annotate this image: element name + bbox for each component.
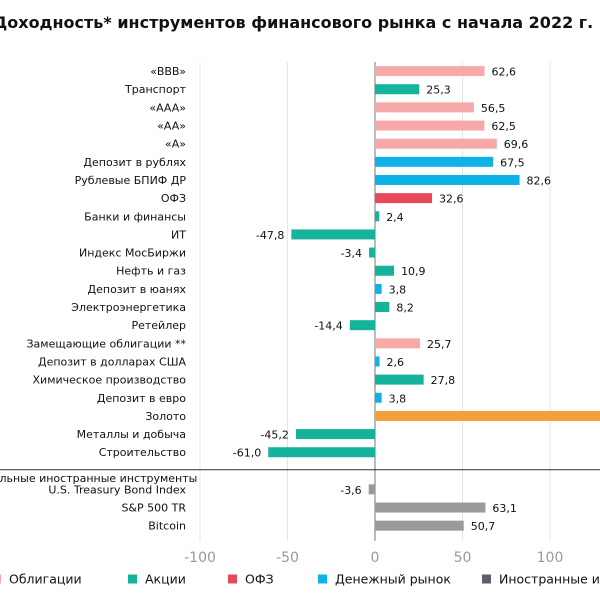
x-tick-label: -50 (276, 550, 299, 566)
category-label: Bitcoin (148, 520, 186, 533)
legend-label: Денежный рынок (335, 572, 451, 587)
category-label: Депозит в евро (97, 392, 186, 405)
category-label: Транспорт (124, 83, 187, 96)
value-label: 62,5 (491, 120, 516, 133)
category-label: ИТ (171, 228, 186, 241)
value-label: 50,7 (471, 520, 496, 533)
value-label: 62,6 (492, 66, 517, 79)
bar (375, 502, 486, 513)
bar (375, 265, 395, 276)
category-label: Депозит в рублях (83, 156, 186, 169)
category-label: Рублевые БПИФ ДР (75, 174, 187, 187)
value-label: 63,1 (492, 502, 517, 515)
x-tick-label: 0 (371, 550, 380, 566)
value-label: -14,4 (314, 320, 342, 333)
category-label: Строительство (99, 446, 187, 459)
legend-label: Акции (145, 572, 186, 587)
value-label: 27,8 (431, 374, 456, 387)
category-label: «AAA» (149, 101, 186, 114)
legend-label: Иностранные инструменты (499, 572, 600, 587)
value-label: -47,8 (256, 229, 284, 242)
bar (375, 520, 464, 531)
bar (291, 229, 375, 240)
legend: Облигации Акции ОФЗ Денежный рынок Иностранн… (0, 572, 600, 587)
value-label: 2,6 (387, 356, 405, 369)
value-label: -45,2 (260, 429, 288, 442)
legend-label: ОФЗ (245, 572, 274, 587)
value-label: 8,2 (396, 302, 414, 315)
value-label: -3,6 (340, 484, 361, 497)
bar (375, 120, 485, 131)
bar (375, 102, 474, 113)
category-label: Электроэнергетика (71, 301, 186, 314)
group-label: Отдельные иностранные инструменты (0, 472, 197, 485)
bar (375, 302, 390, 313)
category-label: Банки и финансы (84, 210, 186, 223)
legend-swatch (318, 574, 327, 584)
legend-swatch (0, 574, 1, 584)
chart-title: Доходность* инструментов финансового рын… (0, 13, 600, 32)
legend-swatch (482, 574, 491, 584)
bar (349, 320, 375, 331)
bar (375, 138, 497, 149)
value-label: 25,3 (426, 84, 451, 97)
bar (375, 66, 485, 77)
category-label: Ретейлер (131, 319, 186, 332)
legend-swatch (128, 574, 137, 584)
value-label: 56,5 (481, 102, 506, 115)
category-label: «BBB» (150, 65, 186, 78)
category-label: Металлы и добыча (77, 428, 186, 441)
value-label: 32,6 (439, 193, 464, 206)
value-label: 25,7 (427, 338, 452, 351)
value-label: 82,6 (527, 174, 552, 187)
value-label: 3,8 (389, 283, 407, 296)
bar (375, 374, 424, 385)
bar (295, 429, 375, 440)
value-label: 67,5 (500, 156, 525, 169)
bar (368, 484, 375, 495)
legend-swatch (228, 574, 237, 584)
value-label: -3,4 (341, 247, 362, 260)
value-label: 2,4 (386, 211, 404, 224)
category-label: Депозит в юанях (88, 283, 187, 296)
value-label: 69,6 (504, 138, 529, 151)
bar (369, 247, 375, 258)
category-label: ОФЗ (161, 192, 186, 205)
bars (268, 66, 600, 531)
bar (375, 156, 494, 167)
category-label: «AA» (157, 120, 186, 133)
x-tick-label: -100 (184, 550, 216, 566)
value-label: 3,8 (389, 392, 407, 405)
bar (375, 392, 382, 403)
x-tick-label: 100 (537, 550, 564, 566)
value-label: -61,0 (233, 447, 261, 460)
category-label: Индекс МосБиржи (79, 247, 186, 260)
bar (375, 193, 433, 204)
bar (375, 84, 420, 95)
value-label: 10,9 (401, 265, 426, 278)
bar (375, 356, 380, 367)
category-label: Нефть и газ (116, 265, 186, 278)
category-labels: Отдельные иностранные инструменты «BBB» Тр… (0, 65, 197, 533)
x-tick-label: 50 (454, 550, 472, 566)
bar (268, 447, 375, 458)
legend-label: Облигации (9, 572, 82, 587)
bar (375, 211, 380, 222)
category-label: U.S. Treasury Bond Index (48, 483, 186, 496)
category-label: Химическое производство (33, 374, 187, 387)
bar (375, 410, 600, 421)
category-label: Замещающие облигации ** (27, 337, 187, 350)
bar (375, 338, 420, 349)
value-labels: 62,6 25,3 56,5 62,5 69,6 67,582,6 32,6 2,4 -47,8… (233, 66, 551, 534)
category-label: Золото (145, 410, 186, 423)
bar (375, 174, 520, 185)
category-label: «A» (165, 138, 186, 151)
category-label: S&P 500 TR (121, 502, 186, 515)
category-label: Депозит в долларах США (38, 355, 186, 368)
bar (375, 283, 382, 294)
x-axis-ticks: -100 -50 0 50 100 (184, 550, 563, 566)
